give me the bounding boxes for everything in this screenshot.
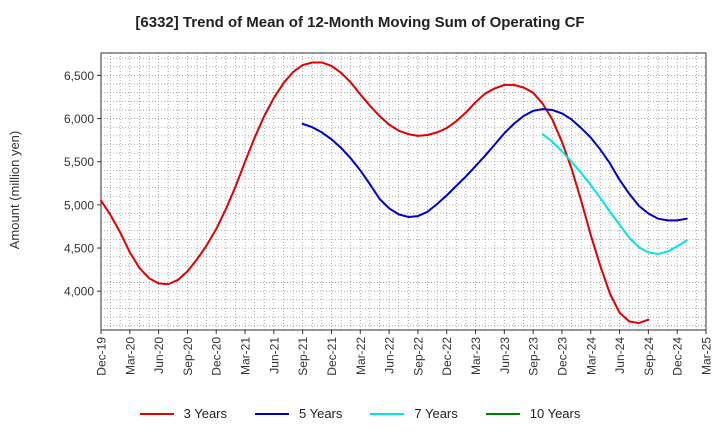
legend-label: 7 Years — [414, 406, 458, 421]
y-tick-label: 4,500 — [64, 242, 94, 256]
legend-swatch — [139, 412, 174, 415]
legend-swatch — [485, 412, 520, 415]
y-tick-label: 6,000 — [64, 112, 94, 126]
x-tick-label: Sep-24 — [642, 337, 656, 376]
x-tick-label: Sep-20 — [181, 337, 195, 376]
legend-swatch — [370, 412, 405, 415]
x-tick-label: Jun-21 — [267, 337, 281, 374]
chart-title: [6332] Trend of Mean of 12-Month Moving … — [135, 14, 585, 31]
legend-label: 10 Years — [529, 406, 581, 421]
series-line-5-years — [301, 108, 688, 222]
x-tick-label: Dec-21 — [325, 337, 339, 376]
series-lines — [100, 61, 688, 325]
legend-item-10-years: 10 Years — [485, 406, 581, 421]
x-tick-label: Sep-21 — [296, 337, 310, 376]
x-tick-label: Jun-20 — [152, 337, 166, 374]
y-axis-label: Amount (million yen) — [7, 131, 22, 250]
legend-item-3-years: 3 Years — [139, 406, 227, 421]
y-tick-label: 5,000 — [64, 198, 94, 212]
x-tick-label: Mar-21 — [239, 337, 253, 375]
grid — [101, 53, 706, 330]
x-tick-label: Sep-23 — [527, 337, 541, 376]
y-tick-label: 5,500 — [64, 155, 94, 169]
x-tick-label: Mar-25 — [700, 337, 714, 375]
x-tick-label: Dec-23 — [555, 337, 569, 376]
plot-area — [101, 53, 706, 330]
series-line-3-years — [100, 61, 650, 325]
x-tick-label: Mar-24 — [584, 337, 598, 375]
legend-item-7-years: 7 Years — [370, 406, 458, 421]
axes: 4,000 4,500 5,000 5,500 6,000 6,500 Dec-19 Mar-… — [64, 52, 714, 376]
x-tick-label: Jun-24 — [613, 337, 627, 374]
legend-swatch — [255, 412, 289, 415]
x-tick-label: Dec-20 — [210, 337, 224, 376]
legend-label: 3 Years — [183, 406, 227, 421]
legend-label: 5 Years — [299, 406, 343, 421]
x-tick-label: Jun-23 — [498, 337, 512, 374]
x-tick-label: Sep-22 — [411, 337, 425, 376]
y-tick-label: 6,500 — [64, 69, 94, 83]
x-tick-label: Mar-23 — [469, 337, 483, 375]
legend-item-5-years: 5 Years — [255, 406, 342, 421]
x-tick-label: Dec-22 — [440, 337, 454, 376]
y-tick-label: 4,000 — [64, 285, 94, 299]
x-tick-label: Jun-22 — [383, 337, 397, 374]
plot-frame — [100, 52, 707, 331]
x-tick-label: Dec-24 — [671, 337, 685, 376]
legend: 3 Years 5 Years 7 Years 10 Years — [0, 406, 720, 421]
x-tick-label: Mar-20 — [123, 337, 137, 375]
x-tick-label: Dec-19 — [95, 337, 109, 376]
x-tick-label: Mar-22 — [354, 337, 368, 375]
series-line-7-years — [541, 133, 688, 256]
